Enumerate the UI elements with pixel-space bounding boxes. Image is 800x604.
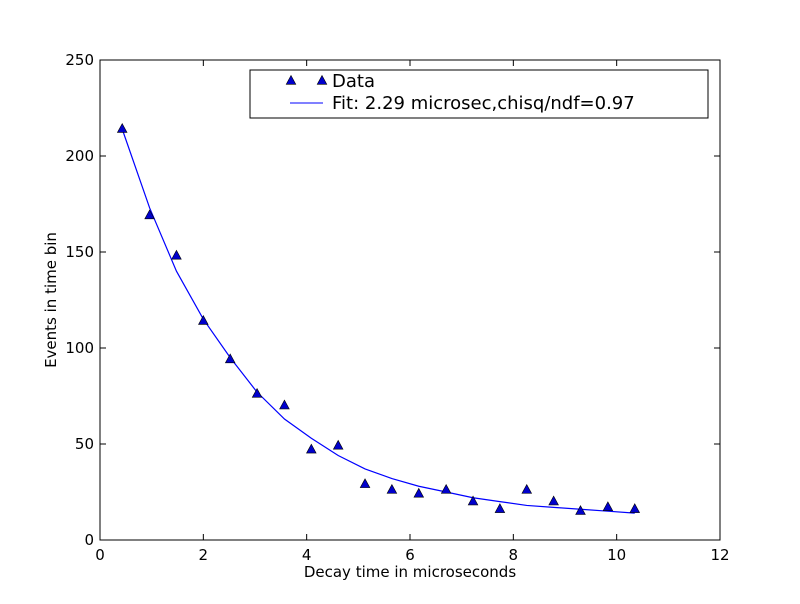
data-point [198,314,209,325]
data-point [467,495,479,506]
x-axis-label: Decay time in microseconds [304,563,516,581]
data-point [629,503,641,513]
series-layer [116,122,641,515]
data-point [306,443,317,454]
legend-fit-label: Fit: 2.29 microsec,chisq/ndf=0.97 [332,93,635,114]
x-tick-label: 0 [95,546,105,564]
data-point [440,483,452,494]
plot-area [99,59,721,541]
legend-box [249,69,709,119]
data-point [144,209,155,220]
data-point [602,501,614,511]
y-axis-label: Events in time bin [42,232,60,368]
y-tick-label: 250 [65,51,94,69]
legend-data-marker [316,74,328,85]
legend-data-label: Data [332,71,375,92]
x-tick-label: 12 [710,546,729,564]
data-point [386,483,398,494]
data-point [171,249,182,260]
data-point [575,505,586,515]
data-point [548,495,559,506]
legend-data-marker [285,74,297,85]
fit-curve [121,128,635,514]
y-tick-label: 150 [65,243,94,261]
axis-ticks: 0 2 4 6 8 10 12 0 50 100 150 200 250 [65,51,729,564]
legend: Data Fit: 2.29 microsec,chisq/ndf=0.97 [249,69,709,119]
y-tick-label: 200 [65,147,94,165]
data-point [413,487,425,498]
data-point [494,503,506,513]
data-point [521,483,533,494]
data-point [332,439,344,450]
y-tick-label: 100 [65,339,94,357]
x-tick-label: 10 [607,546,626,564]
y-tick-label: 0 [84,531,94,549]
data-point [279,399,290,410]
data-point [359,478,371,488]
x-tick-label: 8 [509,546,519,564]
data-point [224,353,236,364]
x-tick-label: 4 [302,546,312,564]
x-tick-label: 2 [199,546,209,564]
data-point [251,387,263,398]
y-tick-label: 50 [75,435,94,453]
legend-data-marker-sample [285,74,328,85]
x-tick-label: 6 [405,546,415,564]
data-point [116,122,128,133]
